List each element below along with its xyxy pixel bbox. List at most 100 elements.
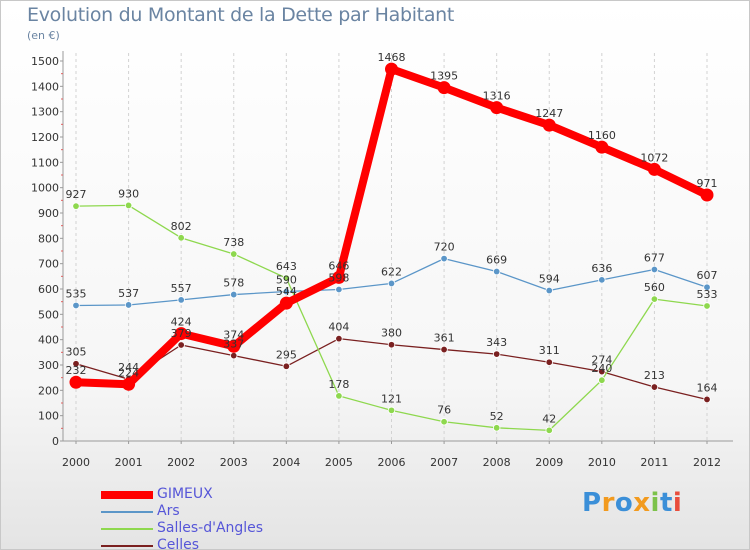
legend-swatch: [101, 544, 153, 547]
data-point: [545, 426, 553, 435]
data-point: [279, 296, 293, 310]
data-point: [545, 286, 553, 295]
x-tick-label: 2002: [167, 456, 195, 469]
y-tick-label: 1300: [31, 106, 59, 119]
data-point: [650, 383, 659, 391]
data-label: 240: [591, 362, 612, 375]
data-label: 594: [539, 273, 560, 286]
chart-subtitle: (en €): [27, 29, 60, 42]
data-point: [650, 265, 659, 274]
data-label: 578: [223, 277, 244, 290]
legend: GIMEUX Ars Salles-d'Angles Celles: [101, 486, 361, 549]
data-point: [124, 201, 133, 210]
y-tick-label: 900: [38, 207, 59, 220]
data-point: [492, 350, 501, 358]
data-label: 720: [434, 241, 455, 254]
y-tick-label: 200: [38, 384, 59, 397]
data-label: 557: [171, 282, 192, 295]
data-point: [647, 162, 661, 176]
data-point: [230, 250, 238, 258]
y-tick-label: 600: [38, 283, 59, 296]
legend-item: Celles: [101, 537, 361, 549]
data-point: [282, 287, 291, 296]
data-labels: 305 244 379 337 295 404 380 361 343 311 274 213 164 9…: [66, 51, 718, 425]
data-point: [492, 267, 501, 276]
logo-letter: i: [650, 488, 660, 518]
legend-swatch: [101, 527, 153, 530]
logo-letter: t: [659, 488, 673, 518]
x-tick-label: 2000: [62, 456, 90, 469]
legend-swatch: [101, 490, 153, 499]
y-tick-label: 100: [38, 410, 59, 423]
logo-letter: i: [672, 488, 683, 518]
data-point: [542, 118, 556, 132]
x-tick-label: 2012: [693, 456, 721, 469]
data-point: [387, 279, 396, 288]
data-label: 622: [381, 265, 402, 278]
data-point: [124, 301, 133, 309]
legend-item: Ars: [101, 503, 361, 520]
data-label: 121: [381, 392, 402, 405]
x-tick-label: 2010: [588, 456, 616, 469]
data-label: 1316: [483, 90, 511, 103]
y-tick-label: 400: [38, 334, 59, 347]
data-label: 738: [223, 236, 244, 249]
y-tick-label: 1200: [31, 131, 59, 144]
x-tick-label: 2011: [640, 456, 668, 469]
data-point: [174, 327, 188, 341]
data-point: [282, 274, 291, 282]
data-label: 76: [437, 404, 451, 417]
y-tick-label: 1400: [31, 80, 59, 93]
data-label: 337: [223, 338, 244, 351]
axes: 0 100 200 300 400 500 600 700 800 900 1000 1100 1200…: [31, 51, 733, 469]
data-point: [545, 358, 553, 366]
data-label: 643: [276, 260, 297, 273]
data-label: 535: [66, 287, 87, 300]
data-point: [227, 339, 241, 353]
data-label: 244: [118, 361, 139, 374]
grid-lines: [75, 53, 708, 441]
legend-label: Salles-d'Angles: [157, 520, 264, 536]
chart-title: Evolution du Montant de la Dette par Hab…: [27, 4, 455, 26]
x-tick-label: 2009: [535, 456, 563, 469]
x-tick-label: 2004: [272, 456, 300, 469]
logo-letter: r: [601, 488, 615, 518]
y-tick-label: 700: [38, 258, 59, 271]
data-point: [440, 345, 448, 354]
data-label: 669: [486, 254, 507, 267]
logo-letter: P: [582, 488, 602, 518]
y-tick-label: 0: [52, 435, 59, 448]
data-label: 295: [276, 348, 297, 361]
data-point: [700, 188, 714, 202]
data-label: 590: [276, 274, 297, 287]
data-point: [282, 362, 291, 370]
y-tick-label: 1500: [31, 55, 59, 68]
data-point: [69, 375, 83, 389]
data-point: [598, 276, 606, 284]
logo-letter: x: [633, 488, 651, 518]
data-point: [598, 367, 606, 376]
logo-letter: o: [614, 488, 634, 518]
data-label: 544: [276, 285, 297, 298]
y-tick-label: 1000: [31, 182, 59, 195]
data-point: [385, 62, 398, 76]
data-label: 930: [118, 187, 139, 200]
data-label: 232: [66, 364, 87, 377]
data-point: [490, 101, 504, 115]
data-point: [122, 377, 136, 391]
data-point: [335, 392, 343, 400]
data-point: [335, 285, 343, 294]
data-label: 274: [591, 354, 612, 367]
legend-swatch: [101, 510, 153, 513]
legend-item: Salles-d'Angles: [101, 520, 361, 537]
data-point: [72, 360, 80, 368]
legend-item: GIMEUX: [101, 486, 361, 503]
data-label: 560: [644, 281, 665, 294]
data-point: [703, 302, 711, 310]
data-label: 361: [434, 332, 455, 345]
x-tick-label: 2001: [115, 456, 143, 469]
data-point: [703, 395, 711, 404]
data-label: 971: [697, 177, 718, 190]
data-point: [332, 270, 346, 284]
